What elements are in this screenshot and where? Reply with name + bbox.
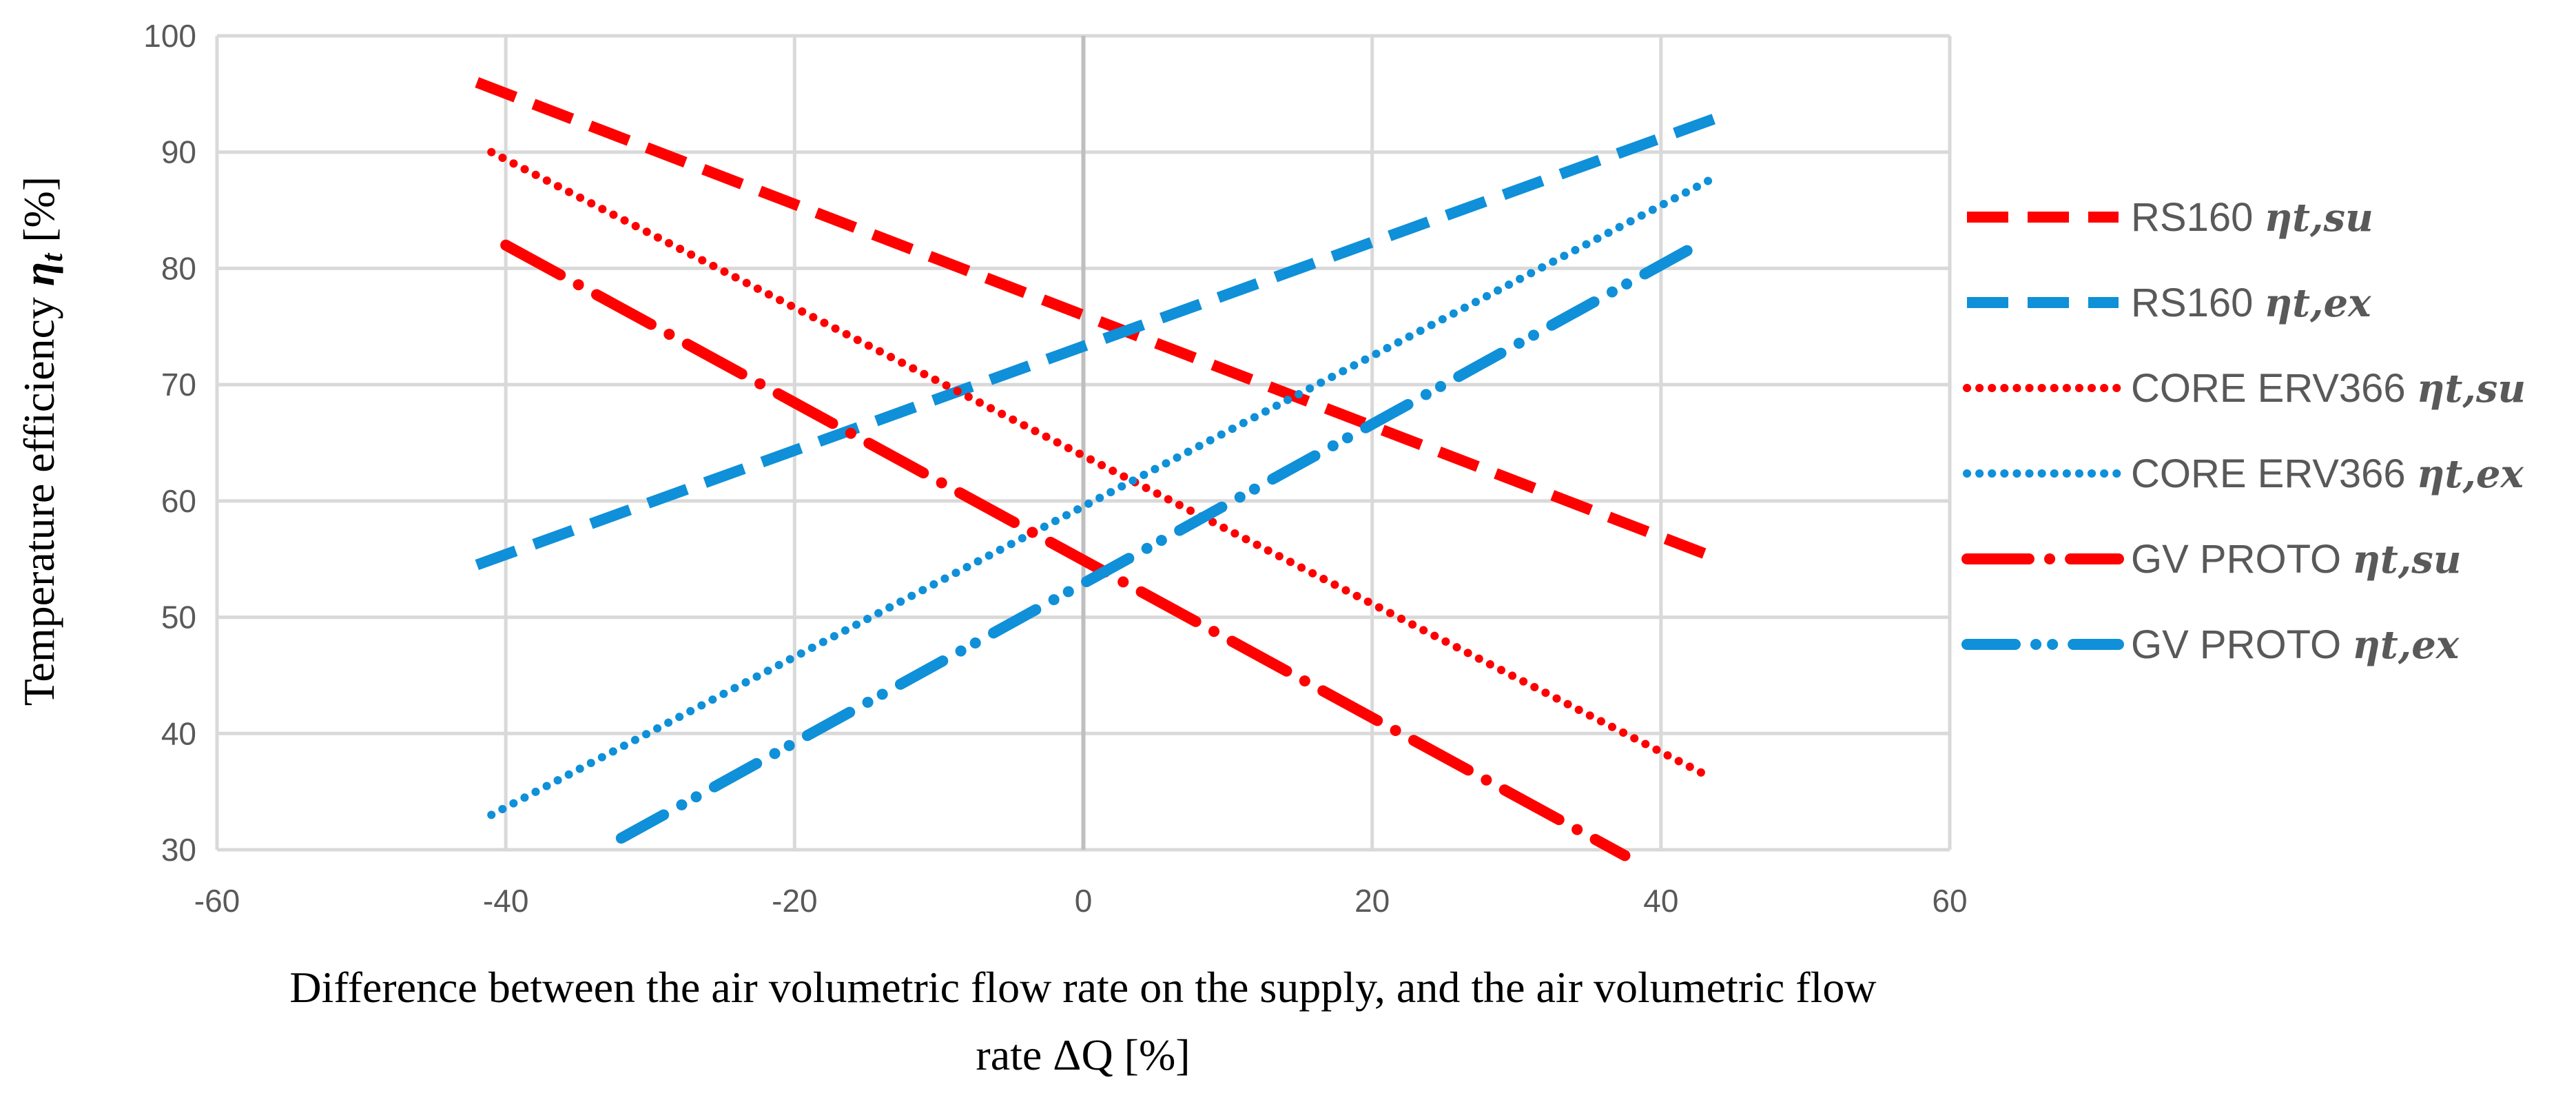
series-line-5 (615, 239, 1703, 844)
y-axis-title-symbol: η (14, 262, 63, 286)
y-tick-label: 100 (143, 18, 196, 54)
y-axis-title-text: Temperature efficiency (14, 286, 63, 706)
grid (215, 34, 1952, 852)
y-axis-title-subscript: t (35, 252, 69, 262)
x-tick-label: -40 (483, 883, 528, 919)
y-axis-title-unit: [%] (14, 176, 63, 254)
x-axis-title-line2: rate ΔQ [%] (976, 1030, 1190, 1079)
x-tick-label: -60 (194, 883, 240, 919)
series-group (475, 77, 1723, 861)
series-line-4 (500, 239, 1631, 861)
y-tick-label: 70 (161, 367, 196, 402)
legend-label-5: GV PROTO ηt,ex (2131, 622, 2460, 668)
y-tick-label: 90 (161, 134, 196, 170)
x-tick-labels: -60 -40 -20 0 20 40 60 (194, 883, 1968, 919)
x-tick-label: 20 (1354, 883, 1390, 919)
series-line-1 (475, 112, 1721, 571)
x-axis-title-line1: Difference between the air volumetric fl… (289, 963, 1876, 1012)
x-tick-label: 40 (1643, 883, 1678, 919)
legend: RS160 ηt,su RS160 ηt,ex CORE ERV366 ηt,su C… (1961, 195, 2526, 668)
y-tick-label: 50 (161, 600, 196, 635)
legend-label-0: RS160 ηt,su (2131, 195, 2373, 241)
legend-label-3: CORE ERV366 ηt,ex (2131, 451, 2524, 497)
legend-label-4: GV PROTO ηt,su (2131, 537, 2462, 582)
legend-label-2: CORE ERV366 ηt,su (2131, 366, 2526, 411)
y-tick-label: 40 (161, 715, 196, 751)
x-tick-label: 0 (1075, 883, 1093, 919)
y-tick-labels: 30 40 50 60 70 80 90 100 (143, 18, 196, 868)
y-tick-label: 60 (161, 483, 196, 519)
legend-label-1: RS160 ηt,ex (2131, 280, 2371, 326)
y-tick-label: 30 (161, 832, 196, 868)
y-tick-label: 80 (161, 250, 196, 286)
series-line-0 (475, 77, 1721, 564)
series-line-2 (487, 147, 1709, 779)
x-tick-label: -20 (772, 883, 817, 919)
y-axis-title: Temperature efficiency ηt [%] (14, 176, 69, 706)
x-tick-label: 60 (1932, 883, 1967, 919)
